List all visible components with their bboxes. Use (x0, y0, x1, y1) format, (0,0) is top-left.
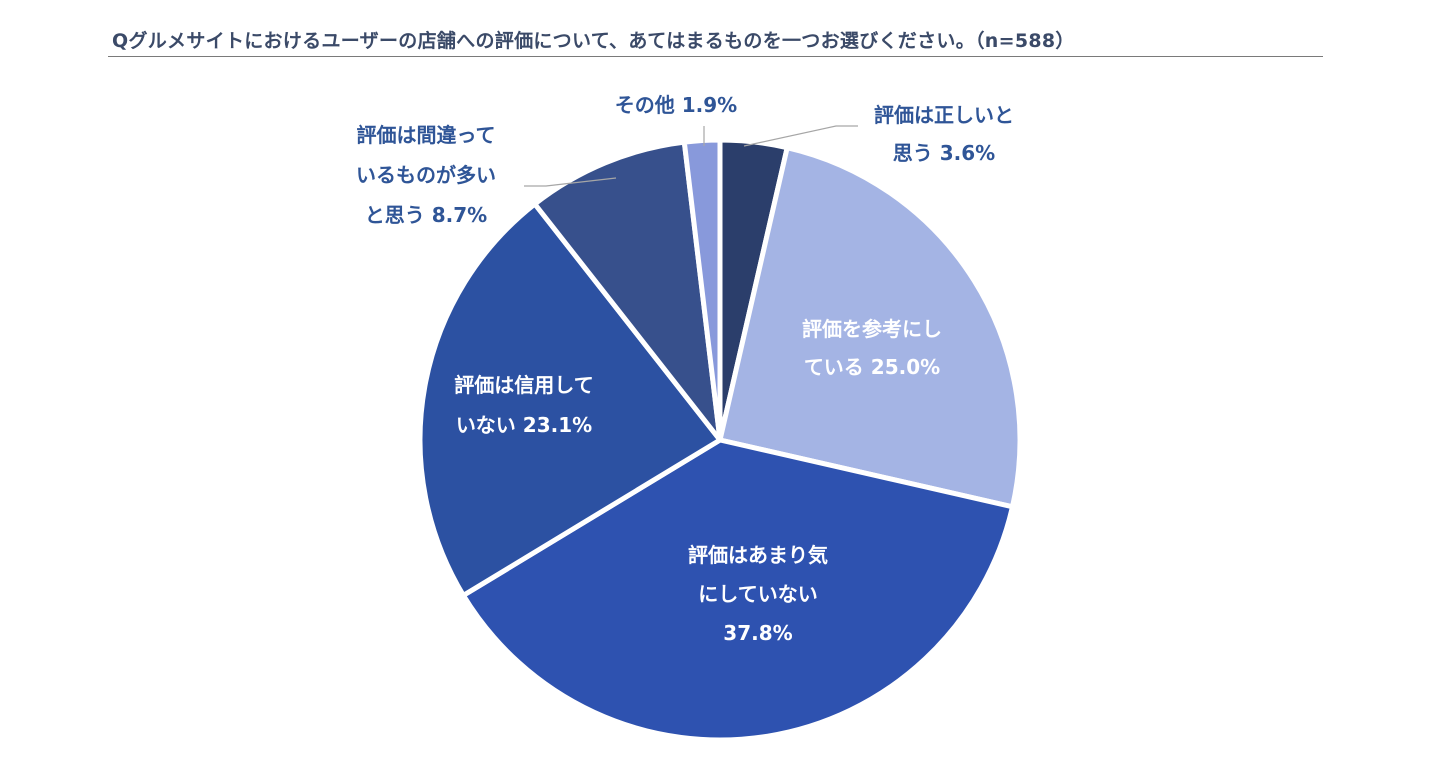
slice-label-6-line-1: その他 1.9% (615, 93, 737, 117)
slice-label-3-line-1: 評価はあまり気 (688, 543, 828, 567)
slice-label-2: 評価を参考にしている 25.0% (802, 317, 942, 379)
slice-label-4-line-2: いない 23.1% (456, 413, 592, 437)
slice-label-2-line-1: 評価を参考にし (802, 317, 942, 341)
pie-slice-6 (681, 137, 723, 443)
slice-label-5-line-1: 評価は間違って (357, 123, 496, 147)
slice-label-1-line-1: 評価は正しいと (874, 103, 1014, 127)
slice-label-6: その他 1.9% (615, 93, 737, 117)
leader-line-5 (524, 177, 617, 187)
title-underline (108, 56, 1323, 57)
slice-label-2-line-2: ている 25.0% (804, 355, 940, 379)
slice-label-3: 評価はあまり気にしていない 37.8% (688, 543, 828, 645)
slice-label-3-line-3: 37.8% (723, 621, 792, 645)
slice-label-5-line-2: いるものが多い (356, 163, 496, 187)
leader-line-1 (743, 125, 858, 147)
slice-label-1-line-2: 思う 3.6% (893, 141, 995, 165)
slice-label-1: 評価は正しいと思う 3.6% (874, 103, 1014, 165)
slice-label-4: 評価は信用していない 23.1% (454, 373, 593, 437)
slice-label-3-line-2: にしていない (698, 582, 817, 606)
chart-title: Qグルメサイトにおけるユーザーの店舗への評価について、あてはまるものを一つお選び… (112, 30, 1075, 52)
slice-label-4-line-1: 評価は信用して (454, 373, 593, 397)
pie-slice-4 (417, 201, 723, 598)
slice-label-5: 評価は間違っているものが多いと思う 8.7% (356, 123, 496, 227)
pie-slice-2 (717, 145, 1023, 510)
slice-label-5-line-3: と思う 8.7% (365, 203, 487, 227)
pie-slice-5 (532, 139, 723, 443)
